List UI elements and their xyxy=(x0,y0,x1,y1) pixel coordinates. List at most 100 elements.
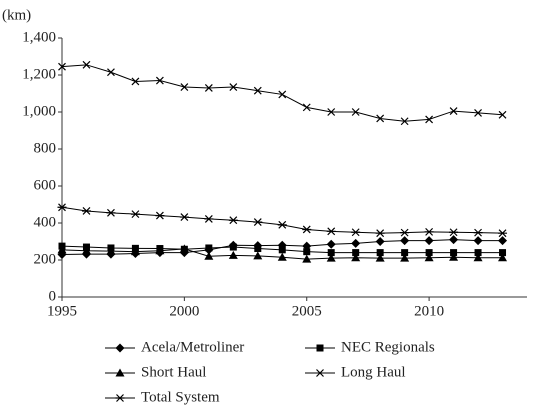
marker xyxy=(473,228,483,237)
marker xyxy=(351,253,361,262)
marker xyxy=(400,236,410,246)
marker-shape xyxy=(253,86,262,95)
marker xyxy=(326,239,336,249)
marker xyxy=(82,60,91,69)
marker-shape xyxy=(326,253,336,262)
marker xyxy=(352,249,360,257)
marker-shape xyxy=(180,83,189,91)
marker-shape xyxy=(302,225,312,234)
marker xyxy=(449,252,459,261)
marker-shape xyxy=(449,235,459,245)
marker xyxy=(115,343,125,353)
x-tick-label: 1995 xyxy=(47,303,77,319)
marker xyxy=(115,394,125,402)
marker xyxy=(327,249,335,257)
marker-shape xyxy=(130,210,140,219)
marker-shape xyxy=(303,248,311,256)
marker xyxy=(425,115,434,124)
marker xyxy=(130,247,140,256)
marker xyxy=(400,253,410,262)
y-tick-label: 600 xyxy=(34,177,57,193)
marker xyxy=(155,246,165,255)
marker xyxy=(229,243,237,251)
marker xyxy=(316,369,324,377)
marker-shape xyxy=(376,249,384,257)
marker-shape xyxy=(474,249,482,257)
marker xyxy=(107,68,115,77)
marker-shape xyxy=(400,117,409,126)
marker xyxy=(351,228,361,237)
marker xyxy=(449,235,459,245)
marker xyxy=(204,84,213,92)
x-tick-label: 2000 xyxy=(169,303,199,319)
marker xyxy=(254,245,262,253)
marker xyxy=(130,210,140,219)
marker-shape xyxy=(277,252,287,261)
legend-label: Total System xyxy=(141,389,220,405)
marker-shape xyxy=(106,246,116,255)
marker-shape xyxy=(498,236,508,246)
marker xyxy=(81,207,91,215)
marker-shape xyxy=(205,244,213,252)
legend-label: Long Haul xyxy=(341,364,406,380)
marker-shape xyxy=(155,211,165,220)
marker xyxy=(131,77,140,86)
marker xyxy=(277,220,287,229)
marker xyxy=(155,211,165,220)
marker xyxy=(498,110,507,119)
marker xyxy=(375,253,385,262)
marker-shape xyxy=(302,254,312,263)
marker-shape xyxy=(106,208,116,217)
marker xyxy=(302,225,312,234)
marker xyxy=(473,236,483,246)
marker xyxy=(316,344,324,352)
marker-shape xyxy=(375,237,385,246)
marker-shape xyxy=(254,245,262,253)
marker-shape xyxy=(400,253,410,262)
marker xyxy=(376,249,384,257)
marker xyxy=(351,238,361,248)
marker xyxy=(326,253,336,262)
marker xyxy=(424,253,434,262)
marker xyxy=(499,249,507,257)
marker-shape xyxy=(131,77,140,86)
marker-shape xyxy=(425,115,434,124)
marker-shape xyxy=(204,84,213,92)
marker-shape xyxy=(115,343,125,353)
marker-shape xyxy=(473,228,483,237)
marker-shape xyxy=(449,252,459,261)
marker xyxy=(327,108,336,116)
marker xyxy=(229,83,238,91)
marker-shape xyxy=(327,108,336,116)
marker-shape xyxy=(204,215,214,223)
marker-shape xyxy=(351,228,361,237)
marker xyxy=(179,213,189,222)
marker xyxy=(424,236,434,246)
series-line xyxy=(61,64,503,122)
marker xyxy=(302,103,311,112)
marker-shape xyxy=(229,83,238,91)
y-tick-label: 1,200 xyxy=(22,66,56,82)
marker xyxy=(401,249,409,257)
marker-shape xyxy=(277,220,287,229)
marker xyxy=(106,246,116,255)
y-tick-label: 200 xyxy=(34,251,57,267)
marker-shape xyxy=(229,243,237,251)
marker xyxy=(180,83,189,91)
marker-shape xyxy=(473,236,483,246)
marker-shape xyxy=(253,218,263,226)
marker xyxy=(376,114,385,123)
marker-shape xyxy=(81,207,91,215)
marker xyxy=(58,62,66,71)
y-tick-label: 1,400 xyxy=(22,29,56,45)
marker-shape xyxy=(498,229,508,238)
marker xyxy=(424,227,434,236)
marker-shape xyxy=(424,236,434,246)
marker-shape xyxy=(179,244,189,253)
marker-shape xyxy=(425,249,433,257)
marker xyxy=(228,250,238,259)
marker-shape xyxy=(58,62,66,71)
marker xyxy=(498,229,508,238)
marker xyxy=(498,236,508,246)
